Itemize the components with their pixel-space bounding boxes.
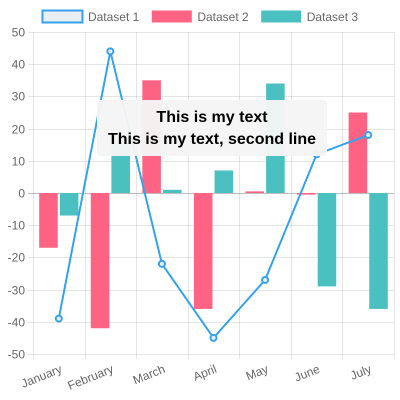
x-tick-label: June	[292, 362, 322, 385]
legend-swatch	[41, 9, 84, 24]
y-axis: 50 40 30 20 10 0 -10 -20 -30 -40 -50	[8, 26, 26, 362]
y-tick-label: 30	[12, 90, 26, 104]
y-tick-label: 50	[12, 26, 26, 40]
y-tick-label: 40	[12, 58, 26, 72]
line-point	[364, 131, 373, 140]
line-point	[106, 47, 115, 56]
bar-dataset-3	[214, 170, 234, 193]
y-tick-label: -20	[8, 251, 26, 265]
x-axis: January February March April May June July	[19, 362, 373, 393]
legend: Dataset 1 Dataset 2 Dataset 3	[41, 9, 359, 24]
x-tick-label: January	[19, 362, 64, 391]
line-point	[261, 275, 270, 284]
legend-swatch	[151, 10, 192, 23]
bar-dataset-2	[297, 193, 316, 195]
x-tick-label: April	[191, 362, 219, 384]
legend-label: Dataset 1	[88, 10, 140, 24]
bar-dataset-3	[369, 193, 388, 309]
tooltip-line: This is my text	[156, 109, 268, 126]
y-tick-label: -10	[8, 219, 26, 233]
tooltip-box	[97, 100, 327, 156]
y-tick-label: 0	[18, 187, 25, 201]
y-tick-label: -30	[8, 284, 26, 298]
tooltip-line: This is my text, second line	[108, 131, 316, 148]
bar-dataset-2	[39, 193, 58, 248]
x-tick-label: July	[348, 362, 373, 383]
line-point	[157, 259, 166, 268]
legend-swatch	[261, 10, 302, 23]
legend-label: Dataset 2	[197, 10, 249, 24]
bar-dataset-2	[245, 191, 265, 193]
y-tick-label: 20	[12, 123, 26, 137]
bar-dataset-2	[90, 193, 110, 329]
bar-dataset-3	[59, 193, 79, 216]
x-tick-label: February	[66, 362, 116, 393]
bar-dataset-2	[348, 112, 368, 193]
legend-label: Dataset 3	[307, 10, 359, 24]
line-point	[54, 314, 63, 323]
y-tick-label: -50	[8, 348, 26, 362]
bar-dataset-3	[317, 193, 337, 287]
x-tick-label: March	[131, 362, 167, 387]
line-point	[209, 333, 218, 342]
bar-dataset-3	[162, 189, 182, 193]
x-tick-label: May	[244, 362, 270, 383]
y-tick-label: 10	[12, 155, 26, 169]
y-tick-label: -40	[8, 316, 26, 330]
bar-dataset-2	[193, 193, 213, 309]
tooltip: This is my text This is my text, second l…	[97, 100, 327, 156]
